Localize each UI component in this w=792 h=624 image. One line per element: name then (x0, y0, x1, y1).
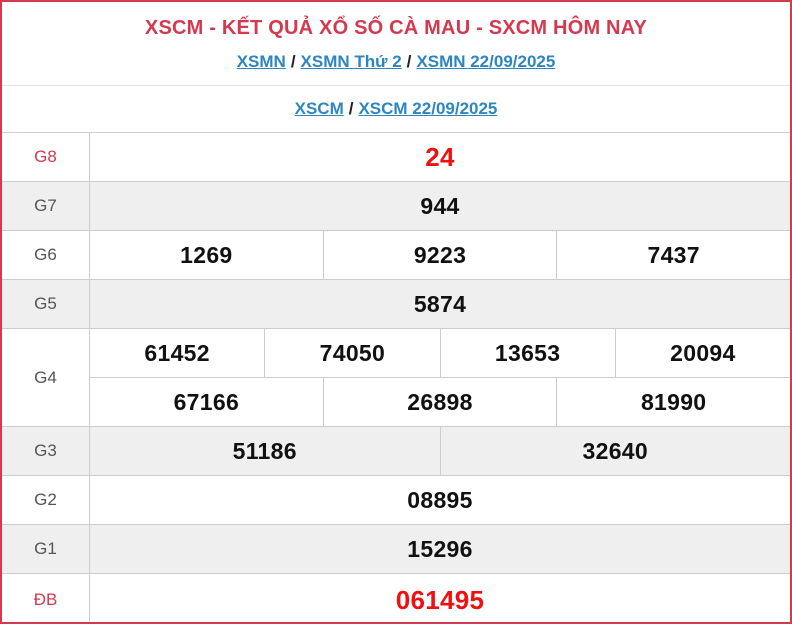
prize-label-g4: G4 (2, 329, 90, 426)
breadcrumb-link-xsmn[interactable]: XSMN (236, 52, 286, 71)
breadcrumb-link-xsmn-thu2[interactable]: XSMN Thứ 2 (300, 52, 402, 71)
prize-label-g5: G5 (2, 280, 90, 328)
prize-number: 61452 (144, 339, 210, 366)
breadcrumb-link-xscm[interactable]: XSCM (294, 99, 344, 118)
prize-row-g8: G8 24 (2, 133, 790, 182)
prize-row-db: ĐB 061495 (2, 574, 790, 622)
prize-number: 7437 (556, 231, 790, 279)
prize-number: 51186 (232, 437, 297, 464)
prize-number: 67166 (173, 388, 240, 415)
header: XSCM - KẾT QUẢ XỔ SỐ CÀ MAU - SXCM HÔM N… (2, 2, 790, 86)
prize-number: 24 (425, 141, 455, 172)
breadcrumb-link-xscm-date[interactable]: XSCM 22/09/2025 (358, 99, 498, 118)
breadcrumb-separator: / (406, 52, 412, 71)
prize-label-g7: G7 (2, 182, 90, 230)
prize-label-g6: G6 (2, 231, 90, 279)
prize-row-g3: G3 51186 32640 (2, 427, 790, 476)
prize-row-g1: G1 15296 (2, 525, 790, 574)
prize-row-g4: G4 61452 74050 13653 20094 67166 26898 8… (2, 329, 790, 427)
prize-number: 1269 (180, 241, 233, 268)
prize-number: 81990 (556, 378, 790, 426)
prize-number: 061495 (395, 584, 485, 615)
prize-row-g4-bottom: 67166 26898 81990 (90, 378, 790, 426)
prize-number: 32640 (439, 427, 791, 475)
prize-row-g4-top: 61452 74050 13653 20094 (90, 329, 790, 378)
prize-number: 944 (420, 192, 460, 219)
prize-number: 08895 (407, 486, 473, 513)
prize-number: 5874 (413, 290, 467, 317)
prize-number: 74050 (264, 329, 439, 377)
prize-number: 9223 (322, 231, 557, 279)
prize-number: 20094 (614, 329, 790, 377)
prize-row-g2: G2 08895 (2, 476, 790, 525)
prize-label-g1: G1 (2, 525, 90, 573)
prize-row-g6: G6 1269 9223 7437 (2, 231, 790, 280)
breadcrumb-link-xsmn-date[interactable]: XSMN 22/09/2025 (416, 52, 556, 71)
prize-label-g8: G8 (2, 133, 90, 181)
breadcrumb-xscm: XSCM / XSCM 22/09/2025 (2, 86, 790, 133)
prize-label-g2: G2 (2, 476, 90, 524)
breadcrumb-separator: / (348, 99, 354, 118)
prize-row-g5: G5 5874 (2, 280, 790, 329)
prize-row-g7: G7 944 (2, 182, 790, 231)
page-title: XSCM - KẾT QUẢ XỔ SỐ CÀ MAU - SXCM HÔM N… (144, 17, 648, 39)
prize-label-db: ĐB (2, 574, 90, 622)
prize-number: 15296 (407, 535, 473, 562)
prize-number: 26898 (322, 378, 557, 426)
prize-number: 13653 (439, 329, 615, 377)
prize-label-g3: G3 (2, 427, 90, 475)
breadcrumb-separator: / (290, 52, 296, 71)
breadcrumb-xsmn: XSMN / XSMN Thứ 2/XSMN 22/09/2025 (2, 42, 790, 85)
